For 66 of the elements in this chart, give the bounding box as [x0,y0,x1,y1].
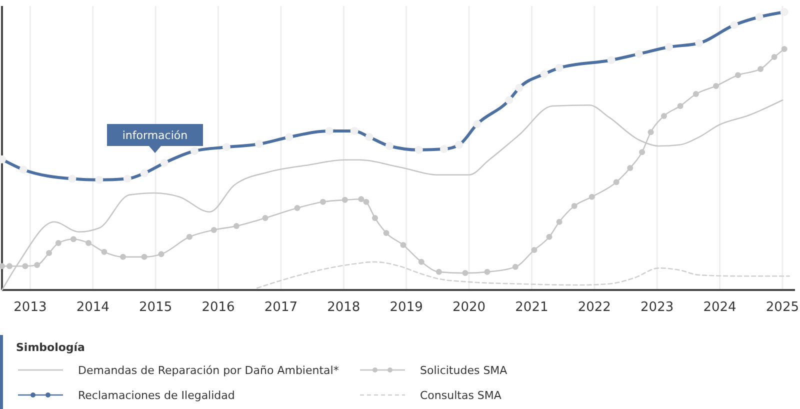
point [372,215,378,221]
point [781,46,788,52]
point [484,268,490,275]
point [262,215,268,221]
point [692,91,699,98]
legend-title: Simbología [16,341,85,354]
point [141,254,148,260]
annotation: información [122,129,188,142]
point [418,258,424,265]
point [22,263,28,270]
point [639,149,646,156]
x-tick-label: 2024 [703,300,736,316]
point [101,248,108,255]
point [383,230,390,236]
point [55,240,62,246]
point [571,203,578,210]
point [363,198,370,205]
x-tick-label: 2020 [452,300,486,316]
point [186,234,192,240]
point [613,179,620,186]
point [86,240,92,246]
point [233,223,240,230]
point [358,196,364,202]
x-tick-label: 2015 [139,300,172,316]
x-tick-label: 2016 [202,300,235,316]
point [70,236,76,242]
point [120,254,126,260]
point [436,268,442,275]
legend-label: Reclamaciones de Ilegalidad [78,389,235,402]
point [713,82,720,89]
point [648,129,654,136]
point [512,264,518,270]
point [758,66,764,72]
point [34,262,40,268]
point [0,263,5,270]
x-tick-label: 2019 [390,300,423,316]
point [734,72,741,78]
point [462,270,468,276]
point [294,204,300,211]
point [158,251,164,258]
point [627,164,634,171]
point [46,250,52,256]
point [531,246,538,253]
point [320,198,326,205]
x-tick-label: 2014 [76,300,110,316]
point [771,54,778,60]
x-tick-label: 2022 [578,300,611,316]
x-tick-label: 2023 [640,300,674,316]
x-tick-label: 2017 [264,300,298,316]
callout-box: información [107,124,203,153]
legend-label: Demandas de Reparación por Daño Ambiental* [78,364,340,377]
legend-label: Consultas SMA [420,389,502,402]
point [588,194,595,200]
x-tick-label: 2018 [327,300,360,316]
point [342,196,348,203]
point [660,112,667,119]
point [556,218,562,225]
point [6,263,13,270]
point [546,234,552,240]
x-tick-label: 2025 [766,300,800,316]
x-tick-label: 2013 [14,300,47,316]
legend-label: Solicitudes SMA [420,364,508,377]
point [210,226,217,233]
x-tick-label: 2021 [515,300,548,316]
point [400,242,406,248]
point [677,102,684,109]
